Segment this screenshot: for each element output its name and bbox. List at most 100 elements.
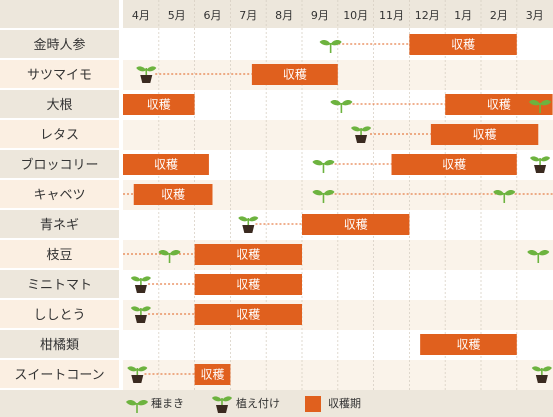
- harvest-bar-label: 収穫: [236, 248, 260, 262]
- crop-label: ミニトマト: [27, 278, 92, 293]
- harvest-bar: [194, 274, 302, 295]
- seedling-icon: [158, 250, 181, 263]
- harvest-bar: [123, 94, 195, 115]
- harvest-bar-label: 収穫: [283, 68, 307, 82]
- seedling-leaf: [323, 190, 335, 196]
- harvest-bar-label: 収穫: [344, 218, 368, 232]
- potted-seedling-icon: [127, 366, 148, 383]
- row-label-background: [0, 240, 119, 268]
- pot: [535, 375, 548, 383]
- harvest-bar-label: 収穫: [200, 368, 224, 382]
- month-tick-label: 11月: [379, 9, 404, 22]
- legend: 種まき 植え付け 収穫期: [0, 390, 553, 417]
- month-tick-label: 7月: [239, 9, 257, 22]
- month-tick-label: 6月: [204, 9, 222, 22]
- seedling-leaf: [130, 306, 141, 312]
- potted-seedling-icon: [531, 366, 552, 383]
- harvest-bar-label: 収穫: [442, 158, 466, 172]
- seedling-leaf: [137, 366, 148, 372]
- row-label-background: [0, 120, 119, 148]
- harvest-bar: [133, 184, 213, 205]
- harvest-bar: [194, 304, 302, 325]
- seedling-leaf: [140, 276, 151, 282]
- row-label-background: [0, 30, 119, 58]
- seedling-icon: [330, 100, 353, 113]
- harvest-bar-label: 収穫: [154, 158, 178, 172]
- seedling-icon: [319, 40, 342, 53]
- harvest-bar-label: 収穫: [161, 188, 185, 202]
- crop-label: 大根: [46, 98, 72, 113]
- potted-seedling-icon: [130, 276, 151, 293]
- month-tick-label: 9月: [311, 9, 329, 22]
- row-label-background: [0, 270, 119, 298]
- potted-seedling-icon: [212, 396, 232, 413]
- crop-label: スイートコーン: [14, 368, 104, 383]
- crop-label: ししとう: [33, 308, 85, 323]
- crop-label: 柑橘類: [40, 337, 79, 353]
- seedling-leaf: [140, 306, 151, 312]
- seedling-leaf: [136, 66, 147, 72]
- pot: [534, 165, 547, 173]
- harvest-bar: [430, 124, 539, 145]
- pot: [242, 225, 255, 233]
- potted-seedling-icon: [238, 216, 259, 233]
- seedling-leaf: [504, 190, 516, 196]
- seedling-leaf: [319, 40, 331, 46]
- seedling-leaf: [541, 366, 552, 372]
- row-label-background: [0, 180, 119, 208]
- seedling-leaf: [341, 100, 353, 106]
- pot: [134, 285, 147, 293]
- harvest-bar: [123, 154, 209, 175]
- seedling-leaf: [312, 190, 324, 196]
- seedling-leaf: [323, 160, 335, 166]
- harvest-bar: [194, 244, 302, 265]
- crop-label: サツマイモ: [27, 68, 92, 83]
- harvest-bar-label: 収穫: [473, 128, 497, 142]
- seedling-leaf: [312, 160, 324, 166]
- seedling-leaf: [146, 66, 157, 72]
- crop-label: キャベツ: [33, 188, 85, 203]
- seedling-leaf: [130, 276, 141, 282]
- seedling-icon: [126, 400, 148, 413]
- seedling-icon: [527, 250, 550, 263]
- harvest-bar: [445, 94, 553, 115]
- seedling-leaf: [530, 156, 541, 162]
- seedling-leaf: [248, 216, 259, 222]
- harvest-bar-label: 収穫: [236, 308, 260, 322]
- row-label-background: [0, 300, 119, 328]
- harvest-bar: [251, 64, 338, 85]
- seedling-icon: [312, 190, 335, 203]
- seedling-leaf: [158, 250, 170, 256]
- harvest-bar-label: 収穫: [236, 278, 260, 292]
- legend-harvest-label: 収穫期: [328, 397, 361, 410]
- seedling-icon: [529, 100, 552, 113]
- row-label-background: [0, 360, 119, 388]
- month-tick-label: 2月: [490, 9, 508, 22]
- seedling-leaf: [531, 366, 542, 372]
- harvest-bar: [409, 34, 517, 55]
- potted-seedling-icon: [136, 66, 157, 83]
- seedling-leaf: [330, 40, 342, 46]
- month-tick-label: 8月: [275, 9, 293, 22]
- pot: [134, 315, 147, 323]
- seedling-leaf: [361, 126, 372, 132]
- pot: [131, 375, 144, 383]
- seedling-leaf: [540, 156, 551, 162]
- harvest-bar-label: 収穫: [456, 338, 480, 352]
- seedling-icon: [312, 160, 335, 173]
- seedling-leaf: [169, 250, 181, 256]
- month-tick-label: 3月: [526, 9, 544, 22]
- month-tick-label: 1月: [454, 9, 472, 22]
- harvest-bar: [420, 334, 517, 355]
- seedling-leaf: [330, 100, 342, 106]
- potted-seedling-icon: [351, 126, 372, 143]
- row-label-background: [0, 60, 119, 88]
- legend-seed-label: 種まき: [151, 397, 184, 410]
- crop-label: レタス: [40, 128, 79, 143]
- seedling-leaf: [238, 216, 249, 222]
- harvest-bar-label: 収穫: [451, 38, 475, 52]
- seedling-leaf: [127, 366, 138, 372]
- harvest-bar: [194, 364, 231, 385]
- pot: [355, 135, 368, 143]
- harvest-swatch: [305, 396, 321, 412]
